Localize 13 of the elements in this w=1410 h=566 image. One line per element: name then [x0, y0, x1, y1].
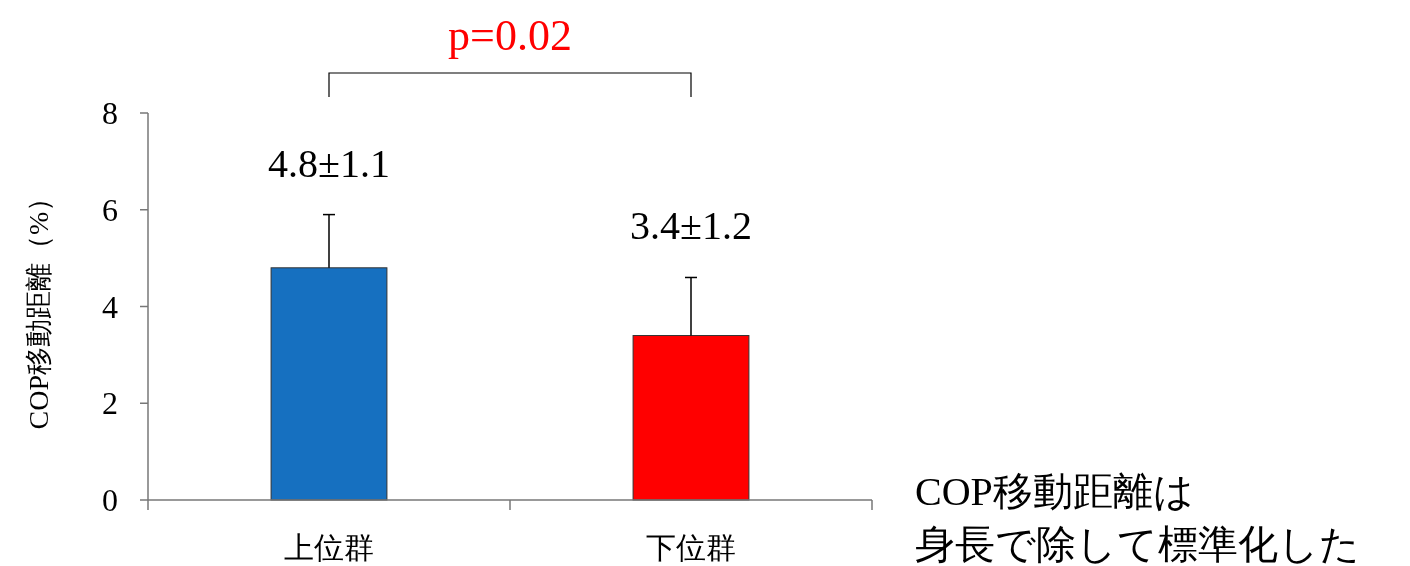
- x-tick-label: 下位群: [646, 531, 736, 564]
- text: COP移動距離は: [915, 469, 1194, 514]
- data-label: 3.4±1.2: [630, 203, 752, 249]
- text: p=0.02: [448, 11, 572, 60]
- y-tick-label: 8: [102, 95, 118, 131]
- y-axis-title: COP移動距離（%）: [23, 183, 54, 430]
- text: 身長で除して標準化した: [915, 522, 1360, 566]
- y-tick-label: 2: [102, 385, 118, 422]
- y-tick-label: 4: [102, 288, 118, 325]
- y-tick-label: 0: [102, 482, 118, 518]
- y-tick-label: 6: [102, 191, 118, 228]
- x-tick-label: 上位群: [284, 531, 374, 564]
- data-label: 4.8±1.1: [268, 140, 390, 186]
